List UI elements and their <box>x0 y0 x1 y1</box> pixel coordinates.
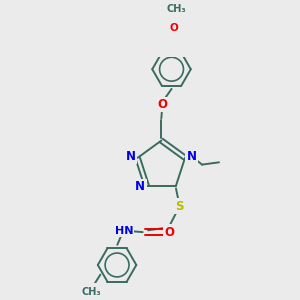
Text: S: S <box>175 200 184 213</box>
Text: O: O <box>164 226 174 238</box>
Text: CH₃: CH₃ <box>167 4 186 14</box>
Text: N: N <box>126 150 136 163</box>
Text: O: O <box>170 23 178 33</box>
Text: CH₃: CH₃ <box>82 287 101 297</box>
Text: N: N <box>186 150 197 163</box>
Text: N: N <box>135 180 145 193</box>
Text: O: O <box>158 98 167 111</box>
Text: HN: HN <box>115 226 133 236</box>
